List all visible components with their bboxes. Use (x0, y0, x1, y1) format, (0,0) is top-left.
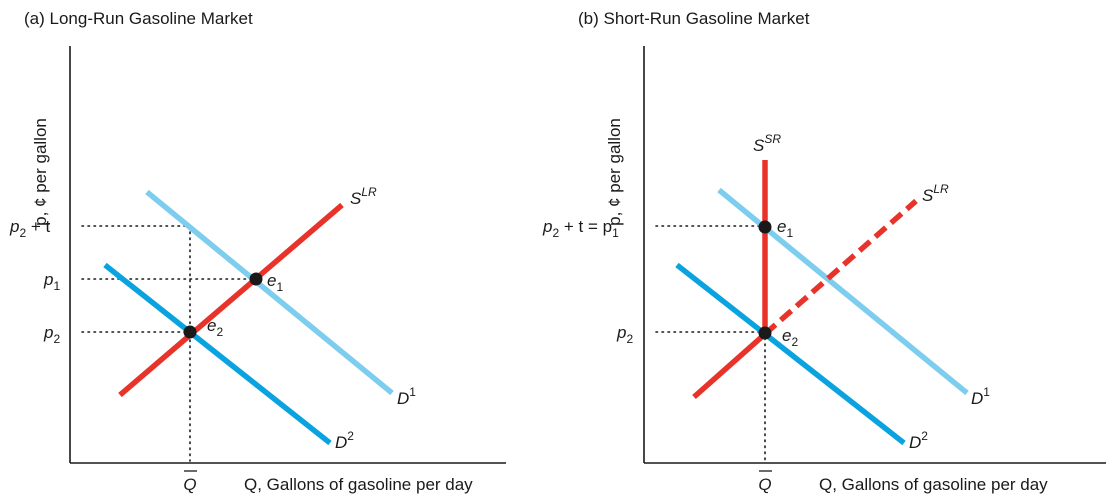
panel-a-y-axis-label: p, ¢ per gallon (31, 118, 50, 226)
panel-b-price-upper-sub: 2 (552, 226, 559, 240)
panel-b-supply-lr-dashed (763, 198, 918, 337)
panel-b-demand-1-sup: 1 (983, 385, 990, 399)
panel-a-supply-lr-s: S (350, 189, 362, 208)
panel-b-e2-e: e (782, 326, 791, 345)
panel-b-demand-1-label: D1 (971, 385, 990, 408)
panel-a-price-p2-plus-t-suffix: + t (26, 217, 50, 236)
panel-a-title: (a) Long-Run Gasoline Market (24, 9, 253, 28)
panel-b-price-upper-suffix-sub: 1 (612, 226, 619, 240)
panel-b-price-upper-p: p (542, 217, 552, 236)
panel-b-x-axis-label: Q, Gallons of gasoline per day (819, 475, 1048, 494)
panel-a-e2-sub: 2 (216, 325, 223, 339)
panel-a-price-p1-sub: 1 (53, 279, 60, 293)
panel-a-demand-2-d: D (335, 433, 347, 452)
panel-a-demand-1-d: D (397, 389, 409, 408)
panel-a-qbar-label: Q (183, 475, 196, 494)
panel-b-price-p2-p: p (616, 323, 626, 342)
panel-short-run: (b) Short-Run Gasoline Market p, ¢ per g… (542, 0, 1114, 497)
panel-a-supply-lr-label: SLR (350, 185, 377, 208)
panel-b-e1-e: e (777, 217, 786, 236)
panel-a-price-p1: p1 (43, 270, 60, 293)
panel-b-demand-2-sup: 2 (921, 429, 928, 443)
panel-b-demand-2-d: D (909, 433, 921, 452)
panel-a-price-p2: p2 (43, 323, 60, 346)
panel-a-price-p2-p: p (43, 323, 53, 342)
panel-a-demand-1-line (145, 189, 394, 396)
panel-long-run: (a) Long-Run Gasoline Market p, ¢ per ga… (9, 9, 506, 494)
panel-a-price-p2-sub: 2 (53, 332, 60, 346)
panel-a-demand-2-label: D2 (335, 429, 354, 452)
panel-a-e2-e: e (207, 316, 216, 335)
panel-b-title: (b) Short-Run Gasoline Market (578, 9, 810, 28)
panel-a-price-p2-plus-t: p2 + t (9, 217, 51, 240)
panel-a-demand-1-label: D1 (397, 385, 416, 408)
panel-a-price-p2-plus-t-sub: 2 (19, 226, 26, 240)
panel-a-price-p1-p: p (43, 270, 53, 289)
panel-b-e2-point (758, 326, 772, 340)
panel-a-e1-point (249, 272, 263, 286)
panel-b-price-p2-plus-t-eq-p1: p2 + t = p1 (542, 217, 619, 240)
panel-a-diagram: p, ¢ per gallon p2 + t p1 p2 SLR D1 D2 e… (9, 46, 506, 494)
panel-b-supply-sr-sup: SR (764, 132, 781, 146)
panel-b-supply-lr-line (692, 331, 767, 400)
panel-b-price-p2: p2 (616, 323, 633, 346)
panel-b-supply-lr-label: SLR (922, 182, 949, 205)
panel-a-supply-lr-line (118, 202, 344, 398)
panel-b-supply-sr-s: S (753, 136, 765, 155)
panel-b-diagram: p, ¢ per gallon p2 + t = p1 p2 SSR SLR D… (542, 46, 1106, 494)
panel-b-supply-lr-sup: LR (933, 182, 949, 196)
panel-b-supply-lr-s: S (922, 186, 934, 205)
panel-b-e2-sub: 2 (791, 335, 798, 349)
panel-a-e2-point (183, 325, 197, 339)
panel-b-e1-sub: 1 (786, 226, 793, 240)
panel-b-price-p2-sub: 2 (626, 332, 633, 346)
panel-a-e1-sub: 1 (276, 280, 283, 294)
panel-b-e2-label: e2 (782, 326, 798, 349)
panel-b-price-upper-suffix: + t = p (559, 217, 612, 236)
panel-b-demand-1-d: D (971, 389, 983, 408)
panel-b-demand-2-line (675, 262, 906, 446)
panel-a-e1-e: e (267, 271, 276, 290)
panel-b-y-axis-label: p, ¢ per gallon (605, 118, 624, 226)
panel-b-supply-sr-label: SSR (753, 132, 781, 155)
panel-a-supply-lr-sup: LR (361, 185, 377, 199)
panel-a-demand-2-sup: 2 (347, 429, 354, 443)
panel-a-e1-label: e1 (267, 271, 283, 294)
panel-a-x-axis-label: Q, Gallons of gasoline per day (244, 475, 473, 494)
panel-b-demand-2-label: D2 (909, 429, 928, 452)
panel-a-e2-label: e2 (207, 316, 223, 339)
panel-b-e1-point (758, 220, 772, 234)
panel-a-demand-2-line (103, 262, 332, 446)
panel-b-qbar-label: Q (758, 475, 771, 494)
panel-a-demand-1-sup: 1 (409, 385, 416, 399)
panel-a-price-p2-plus-t-p: p (9, 217, 19, 236)
panel-b-e1-label: e1 (777, 217, 793, 240)
panel-b-demand-1-line (717, 187, 969, 396)
